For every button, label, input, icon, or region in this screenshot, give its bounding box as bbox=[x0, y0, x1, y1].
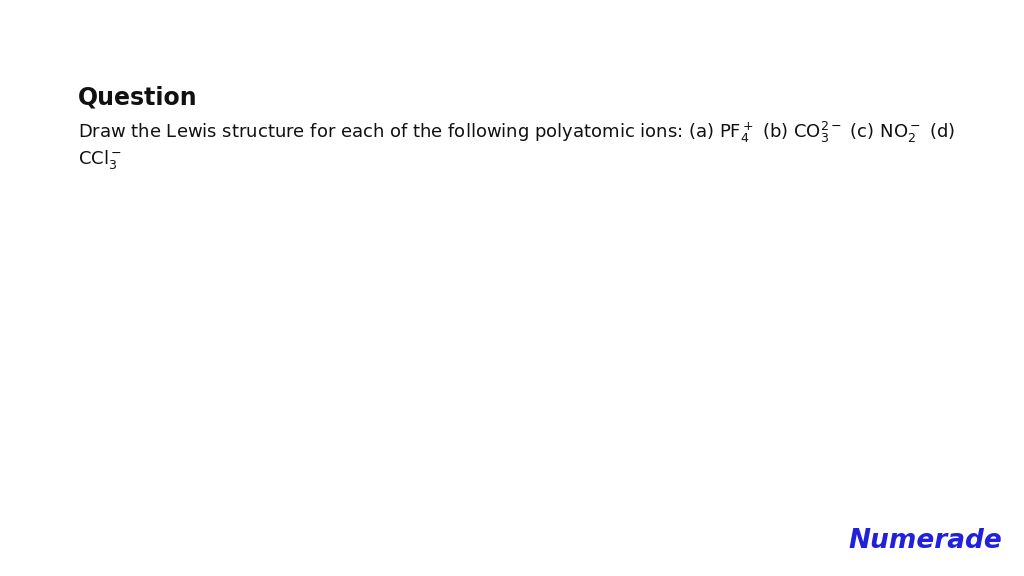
Text: $\mathregular{CCl_3^-}$: $\mathregular{CCl_3^-}$ bbox=[78, 148, 122, 171]
Text: Draw the Lewis structure for each of the following polyatomic ions: (a) $\mathre: Draw the Lewis structure for each of the… bbox=[78, 120, 955, 145]
Text: Question: Question bbox=[78, 86, 198, 110]
Text: Numerade: Numerade bbox=[848, 528, 1002, 554]
